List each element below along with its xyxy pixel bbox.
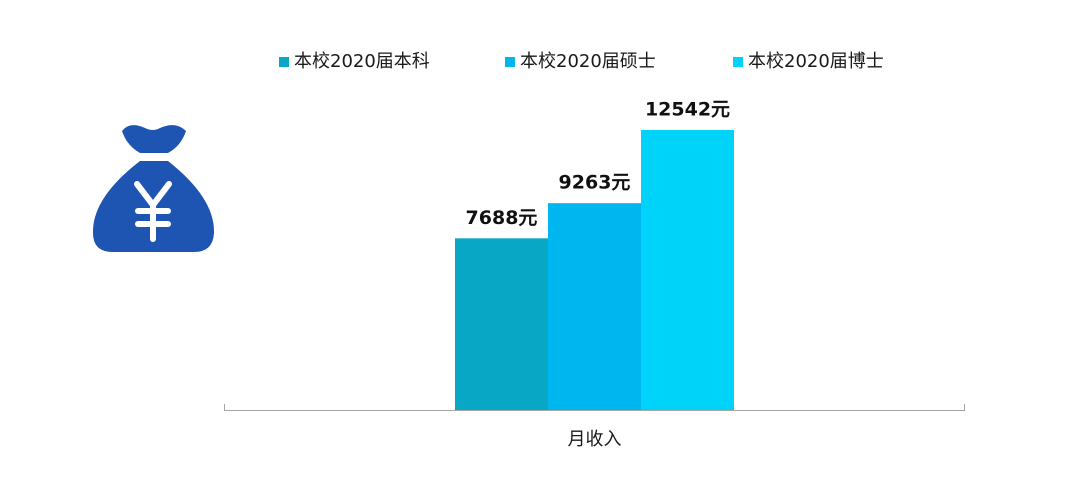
legend-swatch <box>505 57 515 67</box>
bag-knot <box>122 125 186 153</box>
axis <box>224 404 965 411</box>
x-tick-label: 月收入 <box>568 429 622 450</box>
yen-symbol <box>134 181 172 242</box>
value-label: 12542元 <box>645 98 730 120</box>
money-bag-icon <box>92 125 215 252</box>
bar <box>641 129 734 410</box>
legend-text: 本校2020届本科 <box>294 51 430 72</box>
bar <box>548 203 641 410</box>
value-label: 7688元 <box>466 207 538 229</box>
legend-text: 本校2020届博士 <box>748 51 884 72</box>
legend-text: 本校2020届硕士 <box>520 51 656 72</box>
value-label: 9263元 <box>559 172 631 194</box>
bar <box>455 238 548 410</box>
legend-swatch <box>733 57 743 67</box>
legend-swatch <box>279 57 289 67</box>
